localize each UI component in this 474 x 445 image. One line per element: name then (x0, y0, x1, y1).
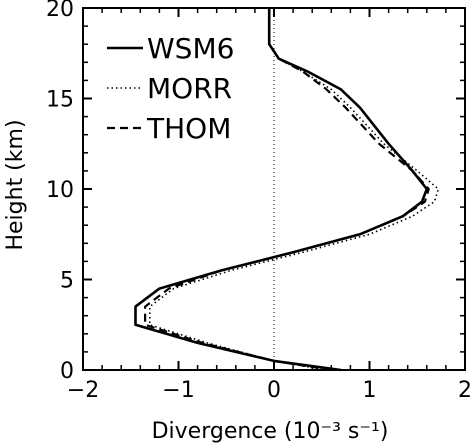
series-line-wsm6 (134, 8, 429, 372)
x-tick-label: 0 (267, 378, 281, 403)
legend-label-wsm6: WSM6 (147, 32, 234, 65)
x-tick-label: −2 (67, 378, 99, 403)
y-tick-label: 10 (46, 178, 74, 203)
legend-label-morr: MORR (147, 72, 232, 105)
axis-ticks (82, 7, 466, 371)
y-tick-label: 5 (60, 269, 74, 294)
x-tick-label: 2 (458, 378, 472, 403)
x-axis-label: Divergence (10⁻³ s⁻¹) (152, 419, 389, 444)
legend: WSM6 MORR THOM (107, 32, 234, 145)
y-tick-label: 15 (46, 88, 74, 113)
y-tick-labels: 0 5 10 15 20 (46, 0, 74, 384)
y-tick-label: 0 (60, 359, 74, 384)
x-tick-label: −1 (162, 378, 194, 403)
x-tick-labels: −2 −1 0 1 2 (67, 378, 472, 403)
x-tick-label: 1 (363, 378, 377, 403)
series-line-thom (144, 8, 430, 372)
legend-label-thom: THOM (146, 112, 231, 145)
plot-lines-layer (134, 8, 440, 372)
y-axis-label: Height (km) (3, 119, 28, 250)
y-tick-label: 20 (46, 0, 74, 22)
